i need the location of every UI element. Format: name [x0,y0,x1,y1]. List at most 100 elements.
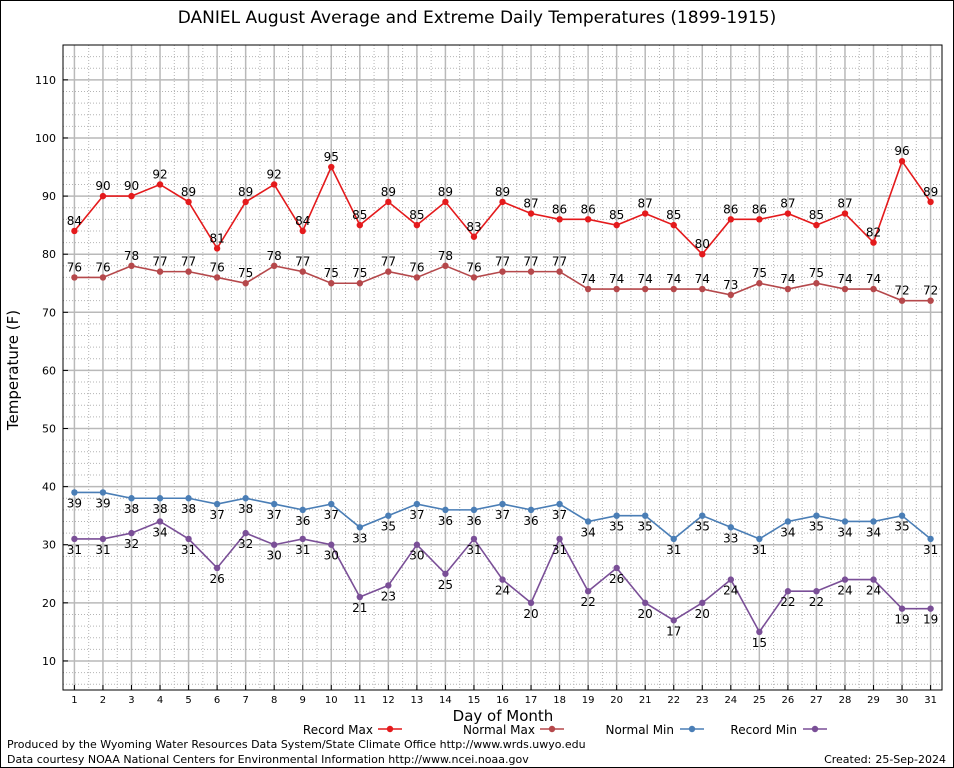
data-point-normal-max [499,268,506,275]
data-label-record-min: 25 [438,578,453,592]
data-point-record-min [641,599,649,607]
legend-marker-record-min [811,725,819,733]
data-point-normal-min [328,500,335,508]
data-point-record-max [213,245,221,252]
y-axis-label: Temperature (F) [4,310,22,431]
data-label-normal-min: 38 [124,502,139,516]
data-label-record-max: 89 [181,185,196,199]
data-label-record-min: 22 [780,595,795,609]
data-point-normal-min [870,518,877,525]
y-tick-label: 30 [42,539,56,552]
data-point-normal-max [356,280,364,287]
data-point-record-min [813,588,820,595]
data-point-record-max [727,216,735,223]
x-tick-label: 22 [667,695,680,706]
data-point-record-max [670,221,677,229]
data-label-normal-max: 76 [67,260,82,274]
data-point-record-min [413,541,421,548]
data-point-normal-min [898,512,906,519]
legend-marker-normal-max [548,725,556,733]
data-label-normal-min: 39 [67,496,82,510]
data-point-normal-max [927,297,934,304]
data-point-normal-max [470,274,478,281]
x-tick-label: 13 [411,695,424,706]
data-point-normal-min [613,512,620,519]
data-point-record-min [99,535,107,543]
data-point-normal-max [527,268,535,275]
data-label-record-max: 87 [780,197,795,211]
data-point-normal-max [242,280,249,287]
data-label-normal-min: 35 [381,520,396,534]
data-label-normal-max: 78 [124,249,139,263]
data-point-record-min [328,541,335,548]
data-label-normal-max: 77 [381,255,396,269]
data-point-record-max [699,250,706,258]
data-label-record-min: 31 [181,543,196,557]
y-tick-label: 40 [42,481,56,494]
data-point-record-min [242,529,249,537]
data-label-record-max: 89 [438,185,453,199]
x-tick-label: 8 [271,695,277,706]
x-tick-label: 16 [496,695,509,706]
legend-label-record-min: Record Min [730,723,797,737]
data-point-record-min [841,576,849,583]
data-point-normal-min [413,500,421,508]
data-point-record-min [385,582,392,589]
data-point-normal-max [128,262,135,270]
data-point-normal-max [813,280,820,287]
data-label-record-max: 84 [295,214,310,228]
data-label-normal-min: 35 [695,520,710,534]
data-label-record-max: 85 [809,208,824,222]
data-point-normal-min [670,535,677,543]
data-label-record-max: 87 [523,197,538,211]
data-point-record-max [927,198,934,206]
data-label-record-max: 86 [552,202,567,216]
x-tick-label: 14 [439,695,452,706]
x-tick-label: 1 [71,695,77,706]
data-label-normal-max: 74 [866,272,881,286]
series-normal-max: 76 76 78 77 77 76 75 78 77 75 75 77 76 78 76 77 77 77 74 74… [67,249,938,304]
data-label-record-min: 24 [723,584,738,598]
data-label-record-max: 92 [267,167,282,181]
created-date: 25-Sep-2024 [875,753,946,766]
data-label-record-min: 21 [352,601,367,615]
data-label-normal-min: 37 [267,508,282,522]
data-point-record-max [784,210,792,217]
data-point-record-max [470,233,478,240]
x-tick-label: 10 [325,695,338,706]
data-point-record-max [556,216,563,223]
data-point-record-max [499,198,506,206]
data-point-normal-min [356,524,364,531]
data-point-record-max [270,181,278,188]
x-tick-label: 15 [468,695,481,706]
data-point-record-max [841,210,849,217]
data-point-record-min [584,588,592,595]
minor-grid [63,44,942,690]
data-label-normal-max: 75 [752,266,767,280]
data-point-normal-min [156,495,164,502]
data-label-record-max: 90 [95,179,110,193]
x-tick-label: 25 [753,695,766,706]
data-label-record-min: 24 [866,584,881,598]
data-label-normal-max: 78 [267,249,282,263]
data-point-normal-max [156,268,164,275]
data-label-normal-min: 35 [638,520,653,534]
data-label-record-min: 22 [580,595,595,609]
data-label-record-min: 15 [752,636,767,650]
data-point-record-min [156,518,164,525]
legend-label-normal-max: Normal Max [463,723,535,737]
data-point-normal-min [556,500,563,508]
data-point-normal-max [670,285,677,293]
y-tick-label: 20 [42,597,56,610]
data-point-record-min [870,576,877,583]
data-label-record-max: 86 [723,202,738,216]
data-point-normal-min [71,489,78,496]
data-label-normal-max: 75 [238,266,253,280]
x-tick-label: 7 [242,695,248,706]
data-point-normal-max [71,274,78,281]
data-point-normal-max [385,268,392,275]
data-point-record-max [128,192,135,200]
data-point-normal-max [213,274,221,281]
created-stamp: Created: 25-Sep-2024 [824,753,946,766]
data-label-record-max: 95 [324,150,339,164]
